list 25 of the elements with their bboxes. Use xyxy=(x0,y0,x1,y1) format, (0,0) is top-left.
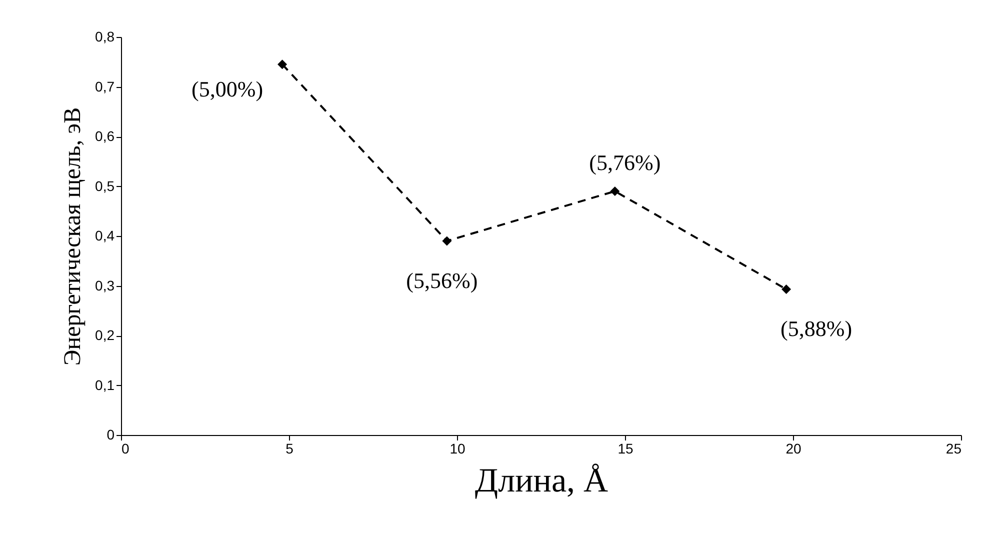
point xyxy=(442,236,452,246)
y-tick-label: 0,3 xyxy=(95,277,115,294)
point xyxy=(610,186,620,196)
y-tick-label: 0 xyxy=(106,426,115,442)
y-tick-label: 0,2 xyxy=(95,327,115,343)
annotation: (5,56%) xyxy=(406,268,478,293)
annotation: (5,00%) xyxy=(192,76,264,102)
y-tick-label: 0,6 xyxy=(95,128,115,144)
y-tick-label: 0,5 xyxy=(95,178,115,194)
x-axis-title: Длина, Å xyxy=(474,462,609,500)
y-tick-label: 0,8 xyxy=(95,28,115,44)
y-axis-title: Энергетическая щель, эВ xyxy=(60,107,86,366)
annotation: (5,88%) xyxy=(780,316,852,342)
point xyxy=(782,284,792,294)
x-tick-label: 25 xyxy=(946,440,962,456)
x-tick-label: 5 xyxy=(286,440,294,456)
y-tick-label: 0,4 xyxy=(95,228,115,244)
point xyxy=(278,60,288,70)
annotation: (5,76%) xyxy=(589,150,661,176)
x-tick-label: 10 xyxy=(450,440,466,456)
y-tick-label: 0,1 xyxy=(95,376,115,393)
x-tick-label: 0 xyxy=(122,440,130,456)
x-tick-label: 15 xyxy=(618,440,634,456)
x-tick-label: 20 xyxy=(786,440,802,456)
y-tick-label: 0,7 xyxy=(95,78,115,94)
